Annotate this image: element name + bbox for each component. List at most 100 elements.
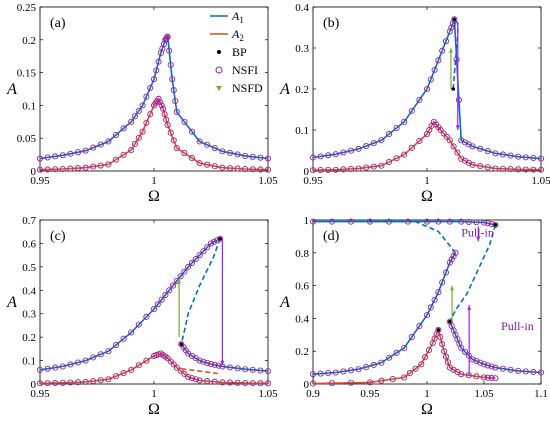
panel-3-nsfi-marker bbox=[44, 380, 51, 387]
panel-4-nsfi-marker bbox=[484, 374, 491, 381]
panel-4-annotation: Pull-in bbox=[461, 225, 494, 239]
panel-1-nsfi-marker bbox=[131, 113, 139, 120]
panel-2-nsfi-marker bbox=[340, 149, 347, 156]
panel-1-nsfi-marker bbox=[105, 161, 112, 168]
panel-2-nsfi-marker bbox=[401, 118, 408, 125]
panel-3-nsfi-marker bbox=[177, 273, 184, 280]
legend-label: NSFI bbox=[232, 63, 258, 77]
panel-2-xtick-label: 1 bbox=[424, 175, 430, 187]
panel-1-nsfi-marker bbox=[219, 148, 226, 155]
panel-4-nsfi-marker bbox=[340, 368, 347, 375]
panel-4-nsfi-marker bbox=[522, 368, 529, 375]
panel-4-nsfi-marker bbox=[444, 359, 451, 366]
panel-4-pullin-arrow-2-head bbox=[467, 305, 472, 310]
panel-1-nsfi-marker bbox=[74, 165, 82, 172]
panel-1-nsfi-marker bbox=[139, 128, 146, 135]
panel-1-nsfi-marker bbox=[164, 122, 171, 129]
panel-1-nsfi-marker bbox=[264, 155, 272, 162]
panel-2-bp bbox=[451, 87, 456, 91]
legend-triangle bbox=[216, 86, 222, 91]
panel-4-nsfi-marker bbox=[370, 361, 377, 368]
panel-3-nsfi-marker bbox=[74, 379, 82, 386]
panel-3-nsfi-marker bbox=[59, 363, 66, 370]
panel-3-nsfi-marker bbox=[204, 359, 211, 366]
panel-3-ytick-label: 0.5 bbox=[22, 262, 36, 274]
panel-1-nsfi-marker bbox=[90, 144, 97, 151]
panel-4-nsfi-marker bbox=[507, 366, 514, 373]
panel-4-nsfi-marker bbox=[441, 348, 448, 355]
panel-2-unstable-branch bbox=[452, 18, 459, 90]
panel-4-nsfi-marker bbox=[435, 289, 442, 296]
panel-2-xlabel: Ω bbox=[421, 188, 433, 205]
panel-2-nsfi-marker bbox=[309, 167, 317, 174]
panel-2-nsfi-marker bbox=[507, 166, 514, 173]
panel-4-nsfi-marker bbox=[328, 218, 336, 225]
panel-2-nsfi-marker bbox=[530, 154, 537, 162]
panel-3-nsfi-marker bbox=[242, 380, 249, 387]
panel-3-nsfi-marker bbox=[181, 370, 188, 377]
panel-1-nsfi-marker bbox=[97, 141, 104, 148]
panel-1-nsfi-marker bbox=[74, 149, 82, 156]
panel-1-nsfi-marker bbox=[82, 164, 89, 171]
panel-4-xlabel: Ω bbox=[421, 401, 433, 418]
panel-1-nsfi-marker bbox=[153, 67, 160, 74]
panel-3-nsfi-marker bbox=[154, 301, 161, 308]
panel-1-nsfi-marker bbox=[163, 116, 170, 123]
panel-2-nsfi-marker bbox=[442, 38, 450, 45]
panel-1-nsfi-marker bbox=[173, 144, 180, 152]
panel-2-nsfi-marker bbox=[408, 144, 415, 151]
panel-4-nsfi-marker bbox=[458, 371, 465, 378]
panel-1-nsfi-marker bbox=[211, 144, 218, 152]
panel-2-ytick-label: 0.3 bbox=[295, 43, 309, 55]
panel-4-nsfi-marker bbox=[515, 367, 522, 374]
panel-1-nsfi-marker bbox=[188, 128, 196, 135]
panel-1-nsfi-marker bbox=[181, 150, 188, 157]
panel-2-ytick-label: 0.4 bbox=[295, 2, 309, 14]
panel-2-xtick-label: 1.05 bbox=[531, 175, 550, 187]
panel-3-nsfi-marker bbox=[234, 365, 241, 372]
panel-3-nsfi-marker bbox=[234, 379, 241, 386]
panel-4-nsfi-marker bbox=[408, 333, 415, 341]
panel-4-xtick-label: 1.05 bbox=[474, 388, 494, 400]
panel-4-nsfi-marker bbox=[317, 370, 324, 377]
panel-4-nsfi-marker bbox=[446, 218, 453, 225]
panel-2-nsfi-marker bbox=[443, 133, 450, 140]
panel-3-nsfi-marker bbox=[185, 263, 192, 270]
panel-4-nsfi-marker bbox=[458, 218, 465, 225]
panel-3-nsfi-marker bbox=[97, 377, 104, 384]
panel-4-nsfi-marker bbox=[416, 323, 423, 330]
panel-2-nsfi-marker bbox=[363, 164, 370, 171]
panel-3-nsfi-marker bbox=[188, 375, 196, 382]
panel-4-nsfi-marker bbox=[488, 374, 495, 382]
legend-circle bbox=[215, 66, 223, 74]
panel-3-nsfi-marker bbox=[215, 362, 222, 369]
panel-2-nsfi-marker bbox=[416, 137, 423, 144]
panel-4-nsfi-marker bbox=[439, 341, 446, 348]
panel-2-nsfi-marker bbox=[450, 143, 457, 150]
panel-2-nsfi-marker bbox=[455, 96, 462, 103]
panel-4-xtick-label: 1.1 bbox=[534, 388, 548, 400]
panel-1-xtick-label: 1 bbox=[151, 175, 157, 187]
panel-4-nsfi-marker bbox=[431, 296, 438, 303]
panel-3-ytick-label: 0.1 bbox=[22, 356, 36, 368]
panel-4-nsfi-marker bbox=[393, 349, 400, 356]
panel-2-nsfi-marker bbox=[469, 143, 476, 150]
panel-2-nsfi-marker bbox=[355, 165, 362, 172]
panel-3-nsfi-marker bbox=[200, 248, 207, 255]
panel-3-nsfi-marker bbox=[164, 355, 171, 362]
legend-dot bbox=[217, 50, 221, 54]
panel-4-nsfi-marker bbox=[427, 304, 434, 311]
panel-1-nsfi-marker bbox=[155, 58, 162, 65]
panel-3-nsfi-marker bbox=[74, 359, 82, 366]
panel-1-ytick-label: 0.25 bbox=[17, 2, 37, 14]
panel-4-series-A2 bbox=[312, 327, 496, 385]
panel-3-nsfi-marker bbox=[226, 379, 234, 386]
panel-4-nsfi-marker bbox=[448, 256, 455, 263]
panel-1-nsfi-marker bbox=[181, 118, 188, 125]
panel-3-ytick-label: 0.7 bbox=[22, 215, 36, 227]
panel-1-nsfi-marker bbox=[150, 76, 158, 83]
panel-4-xtick-label: 0.9 bbox=[306, 388, 320, 400]
panel-2-bp bbox=[452, 17, 457, 22]
panel-1-nsfi-marker bbox=[173, 108, 180, 116]
panel-2-label: (b) bbox=[323, 16, 340, 31]
